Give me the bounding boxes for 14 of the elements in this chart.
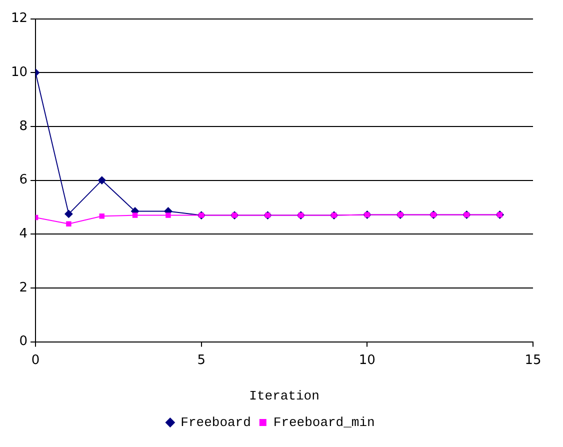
x-tick-label: 10	[358, 352, 376, 368]
y-tick-label: 6	[19, 172, 28, 188]
y-tick-label: 8	[19, 118, 28, 134]
y-tick-label: 10	[10, 65, 28, 80]
x-tick-label: 5	[197, 352, 206, 368]
y-tick-label: 2	[19, 280, 28, 296]
y-tick-label: 4	[19, 226, 28, 242]
x-axis-title: Iteration	[249, 388, 320, 404]
x-tick-label: 0	[31, 352, 40, 368]
legend-label: Freeboard	[180, 414, 251, 430]
y-tick-label: 12	[10, 11, 28, 26]
legend-label: Freeboard_min	[273, 414, 375, 430]
x-tick-label: 15	[524, 352, 542, 368]
y-tick-label: 0	[19, 334, 28, 350]
